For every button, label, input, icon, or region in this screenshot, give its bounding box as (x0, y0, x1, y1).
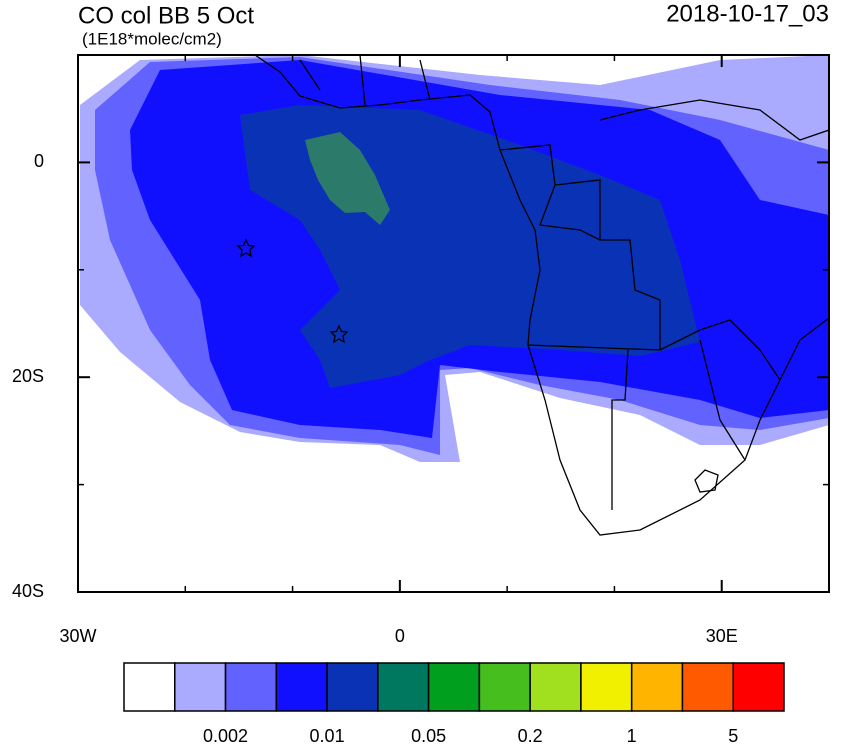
field (80, 55, 829, 536)
colorbar-box (681, 662, 734, 712)
colorbar-box (224, 662, 278, 712)
y-tick-label: 0 (34, 151, 44, 171)
star (236, 238, 256, 258)
contour-teal (305, 132, 390, 225)
colorbar-box (529, 662, 582, 712)
colorbar-box (580, 662, 633, 712)
y-tick-label: 20S (12, 366, 44, 386)
colorbar-box (123, 662, 176, 712)
colorbar-label: 5 (728, 726, 738, 746)
colorbar-box (326, 662, 379, 712)
borders (299, 55, 829, 510)
x-tick-label: 0 (395, 626, 405, 646)
colorbar-box (732, 662, 785, 712)
map-subtitle: (1E18*molec/cm2) (82, 29, 222, 48)
colorbar-label: 0.05 (411, 726, 446, 746)
colorbar-box (427, 662, 481, 712)
map-date: 2018-10-17_03 (666, 0, 829, 27)
lesotho (694, 469, 719, 493)
colorbar-box (478, 662, 531, 712)
colorbar-label: 0.01 (310, 726, 345, 746)
x-tick-label: 30W (59, 626, 96, 646)
x-tick-label: 30E (706, 626, 738, 646)
colorbar-box (174, 662, 227, 712)
colorbar-label: 1 (627, 726, 637, 746)
y-tick-label: 40S (12, 581, 44, 601)
colorbar-label: 0.2 (518, 726, 543, 746)
colorbar-box (377, 662, 430, 712)
map-title: CO col BB 5 Oct (78, 2, 254, 29)
map-frame (77, 54, 830, 593)
colorbar-label: 0.002 (203, 726, 248, 746)
star (329, 324, 349, 344)
colorbar-box (275, 662, 328, 712)
colorbar-box (630, 662, 684, 712)
